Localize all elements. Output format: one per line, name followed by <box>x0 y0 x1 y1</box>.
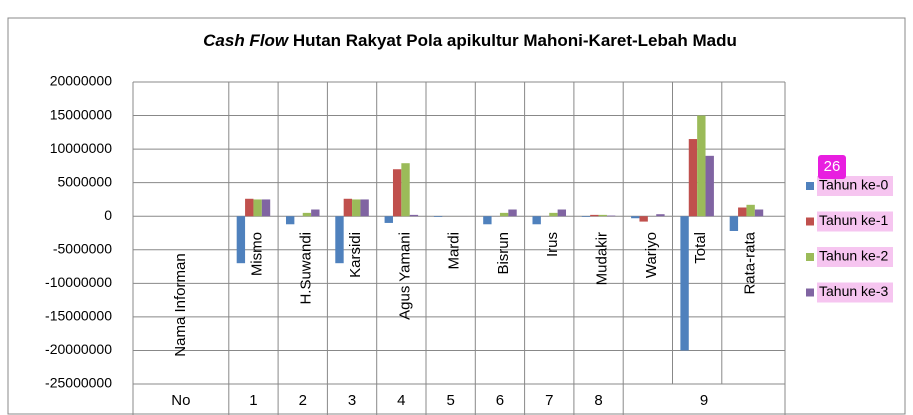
x-tick-label: Total <box>692 232 709 264</box>
group-label: 3 <box>348 392 356 409</box>
title-rest: Hutan Rakyat Pola apikultur Mahoni-Karet… <box>293 31 737 50</box>
bar <box>392 169 402 217</box>
y-tick-label: -25000000 <box>45 375 112 391</box>
bar <box>508 209 517 217</box>
bar <box>311 209 320 217</box>
bar <box>754 209 764 217</box>
y-tick-label: -15000000 <box>45 308 112 324</box>
bar <box>705 155 714 217</box>
bar <box>343 198 353 217</box>
x-tick-label: Rata-rata <box>741 231 758 294</box>
y-tick-label: 5000000 <box>57 173 112 189</box>
bar <box>433 216 443 217</box>
bar <box>581 216 591 217</box>
legend-label: Tahun ke-2 <box>819 248 888 264</box>
legend-highlight <box>817 282 893 303</box>
x-tick-label: Mardi <box>446 232 463 270</box>
group-label: 9 <box>700 392 708 409</box>
bar <box>483 216 492 225</box>
bar <box>606 215 616 217</box>
group-label: No <box>171 392 190 409</box>
group-label: 5 <box>446 392 454 409</box>
bar <box>639 216 648 222</box>
legend-swatch <box>806 217 814 226</box>
y-tick-label: -20000000 <box>45 341 112 357</box>
title-italic: Cash Flow <box>203 31 290 50</box>
group-label: 2 <box>299 392 307 409</box>
bar <box>746 204 755 217</box>
chart-title: Cash Flow Hutan Rakyat Pola apikultur Ma… <box>203 31 737 50</box>
bar <box>384 216 393 223</box>
bar <box>261 199 271 217</box>
y-tick-label: 0 <box>104 207 112 223</box>
x-tick-label: Karsidi <box>347 232 364 278</box>
legend-swatch <box>806 288 814 297</box>
bar <box>360 199 369 217</box>
legend-label: Tahun ke-0 <box>819 177 888 193</box>
legend-highlight <box>817 176 893 196</box>
x-tick-label: Mudakir <box>594 232 611 285</box>
bar <box>598 214 607 217</box>
bar <box>557 209 567 217</box>
x-tick-label: Bisrun <box>495 232 512 275</box>
bar <box>285 216 295 225</box>
bar <box>532 216 541 225</box>
bar <box>631 216 640 219</box>
bar <box>401 163 410 217</box>
x-tick-label: Nama Informan <box>172 253 189 356</box>
annotation-text: 26 <box>824 158 841 175</box>
legend-swatch <box>806 253 814 261</box>
y-tick-label: 15000000 <box>50 106 113 122</box>
x-tick-label: Mismo <box>248 232 265 276</box>
bar <box>253 199 262 217</box>
x-tick-label: Irus <box>544 232 561 257</box>
bar <box>738 207 747 217</box>
legend-highlight <box>817 211 893 232</box>
bar <box>236 216 246 264</box>
bar <box>409 214 419 217</box>
bar <box>729 216 739 231</box>
group-label: 1 <box>249 392 257 409</box>
bar <box>549 212 558 217</box>
bar <box>697 115 706 217</box>
group-label: 7 <box>545 392 553 409</box>
y-tick-label: 10000000 <box>50 140 113 156</box>
x-tick-label: Wariyo <box>643 232 660 278</box>
annotation-badge <box>818 155 846 179</box>
legend-label: Tahun ke-3 <box>819 283 888 299</box>
group-label: 8 <box>594 392 602 409</box>
legend-swatch <box>806 182 814 190</box>
bar <box>302 212 312 217</box>
bar <box>680 216 689 351</box>
y-tick-label: -10000000 <box>45 274 112 290</box>
bar <box>688 139 698 217</box>
group-label: 6 <box>496 392 504 409</box>
x-tick-label: Agus Yamani <box>396 232 413 320</box>
y-tick-label: -5000000 <box>53 240 112 256</box>
group-label: 4 <box>397 392 405 409</box>
bar <box>656 214 665 217</box>
bar <box>335 216 344 264</box>
legend-highlight <box>817 247 893 267</box>
x-tick-label: H.Suwandi <box>298 232 315 305</box>
bar <box>590 214 599 217</box>
legend-label: Tahun ke-1 <box>819 212 888 228</box>
bar <box>352 199 361 217</box>
bar <box>245 198 254 217</box>
y-tick-label: 20000000 <box>50 73 113 89</box>
bar <box>499 212 509 217</box>
